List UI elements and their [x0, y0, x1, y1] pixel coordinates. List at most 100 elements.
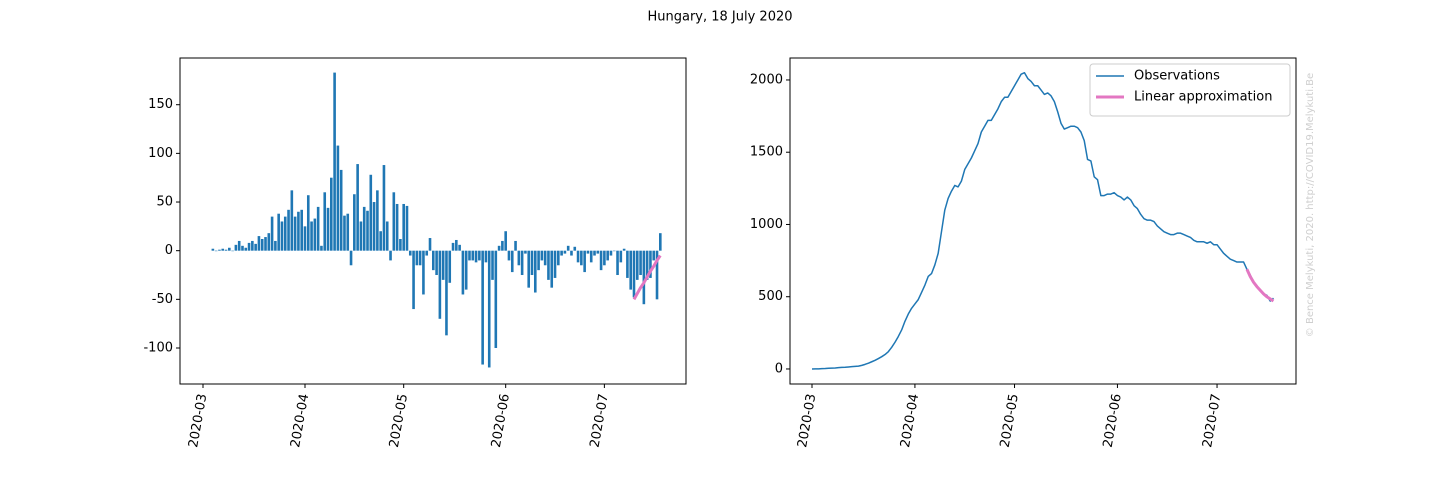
- bar: [478, 250, 481, 261]
- bar: [280, 221, 284, 251]
- bar: [339, 169, 343, 251]
- bar: [504, 231, 507, 251]
- bar: [629, 250, 632, 290]
- bar: [310, 221, 313, 251]
- bar: [487, 250, 491, 368]
- bar: [214, 250, 218, 252]
- bar: [349, 250, 353, 266]
- bar: [451, 242, 455, 251]
- bar: [392, 192, 396, 251]
- legend-frame: [1089, 63, 1291, 117]
- bar: [540, 250, 544, 261]
- bar: [228, 247, 231, 251]
- bar: [448, 250, 452, 283]
- bar: [645, 250, 649, 280]
- bar: [211, 248, 215, 251]
- bar: [234, 244, 238, 251]
- bar: [573, 246, 577, 251]
- bar: [244, 247, 248, 251]
- bar: [527, 250, 531, 288]
- x-tick-label: 2020-06: [1101, 393, 1125, 449]
- y-tick-label: 150: [148, 97, 173, 112]
- axes-frame: [789, 57, 1297, 385]
- subplot: -100 -50 0 50 100 150 2020-03 2020-04 2020-05 202…: [143, 57, 687, 449]
- bar: [224, 249, 228, 251]
- bar: [507, 250, 511, 261]
- x-tick-label: 2020-07: [1200, 393, 1224, 449]
- legend-label: Linear approximation: [1134, 90, 1272, 105]
- bar: [445, 250, 448, 336]
- bar: [659, 233, 662, 251]
- bar: [530, 250, 534, 276]
- bar: [353, 194, 356, 251]
- bar: [316, 206, 320, 251]
- y-tick-label: -100: [143, 340, 173, 355]
- bar: [435, 250, 438, 276]
- bar: [557, 250, 560, 266]
- bar: [441, 250, 445, 280]
- bar: [609, 250, 613, 256]
- bar: [303, 226, 307, 251]
- bar: [543, 250, 547, 266]
- y-tick-label: 100: [148, 146, 173, 161]
- bar: [257, 236, 261, 251]
- bar: [566, 245, 570, 251]
- bar: [313, 218, 317, 251]
- watermark: © Bence Melykuti, 2020. http://COVID19.M…: [1305, 73, 1316, 337]
- bar: [481, 250, 484, 365]
- bar: [642, 250, 646, 305]
- bar: [277, 213, 280, 251]
- bar: [583, 250, 586, 273]
- bar: [547, 250, 550, 280]
- bar: [382, 165, 386, 251]
- bar: [366, 210, 369, 251]
- bar: [218, 249, 221, 251]
- bar: [241, 245, 244, 251]
- bar: [501, 240, 504, 251]
- bar: [652, 250, 656, 261]
- bar: [418, 250, 422, 266]
- bar: [514, 240, 517, 251]
- bar: [570, 250, 573, 256]
- bar: [293, 216, 297, 251]
- bar: [359, 221, 363, 251]
- bar: [474, 250, 478, 263]
- bar: [553, 250, 557, 278]
- figure-title: Hungary, 18 July 2020: [647, 10, 792, 25]
- bar: [376, 190, 379, 251]
- bar: [399, 239, 402, 251]
- bar: [251, 240, 254, 251]
- bar: [372, 202, 376, 251]
- bar: [264, 237, 267, 251]
- bar: [425, 250, 429, 256]
- bar: [369, 174, 373, 251]
- bar: [415, 250, 419, 266]
- bar: [533, 250, 537, 293]
- bar: [438, 250, 442, 319]
- bar: [616, 250, 619, 276]
- bar: [494, 250, 498, 348]
- bar: [333, 72, 336, 251]
- bar: [632, 250, 636, 298]
- bar: [517, 250, 521, 266]
- bar: [362, 206, 366, 251]
- y-tick-label: 2000: [750, 72, 783, 87]
- bar: [468, 250, 471, 261]
- bar: [593, 250, 596, 256]
- bar: [432, 250, 435, 271]
- bar: [586, 250, 590, 254]
- bar: [471, 250, 475, 261]
- bar: [254, 243, 257, 251]
- bar: [550, 250, 554, 288]
- bar: [297, 211, 300, 251]
- bar: [599, 250, 603, 271]
- bar: [560, 250, 563, 256]
- bar: [524, 250, 527, 254]
- x-tick-label: 2020-04: [898, 393, 922, 449]
- axes-frame: [179, 57, 687, 385]
- subplot: 0 500 1000 1500 2000 2020-03 2020-04 2020-05 202…: [750, 57, 1297, 449]
- line: [632, 254, 662, 301]
- legend: Observations Linear approximation: [1089, 63, 1291, 117]
- bar: [589, 250, 593, 263]
- bar: [247, 242, 251, 251]
